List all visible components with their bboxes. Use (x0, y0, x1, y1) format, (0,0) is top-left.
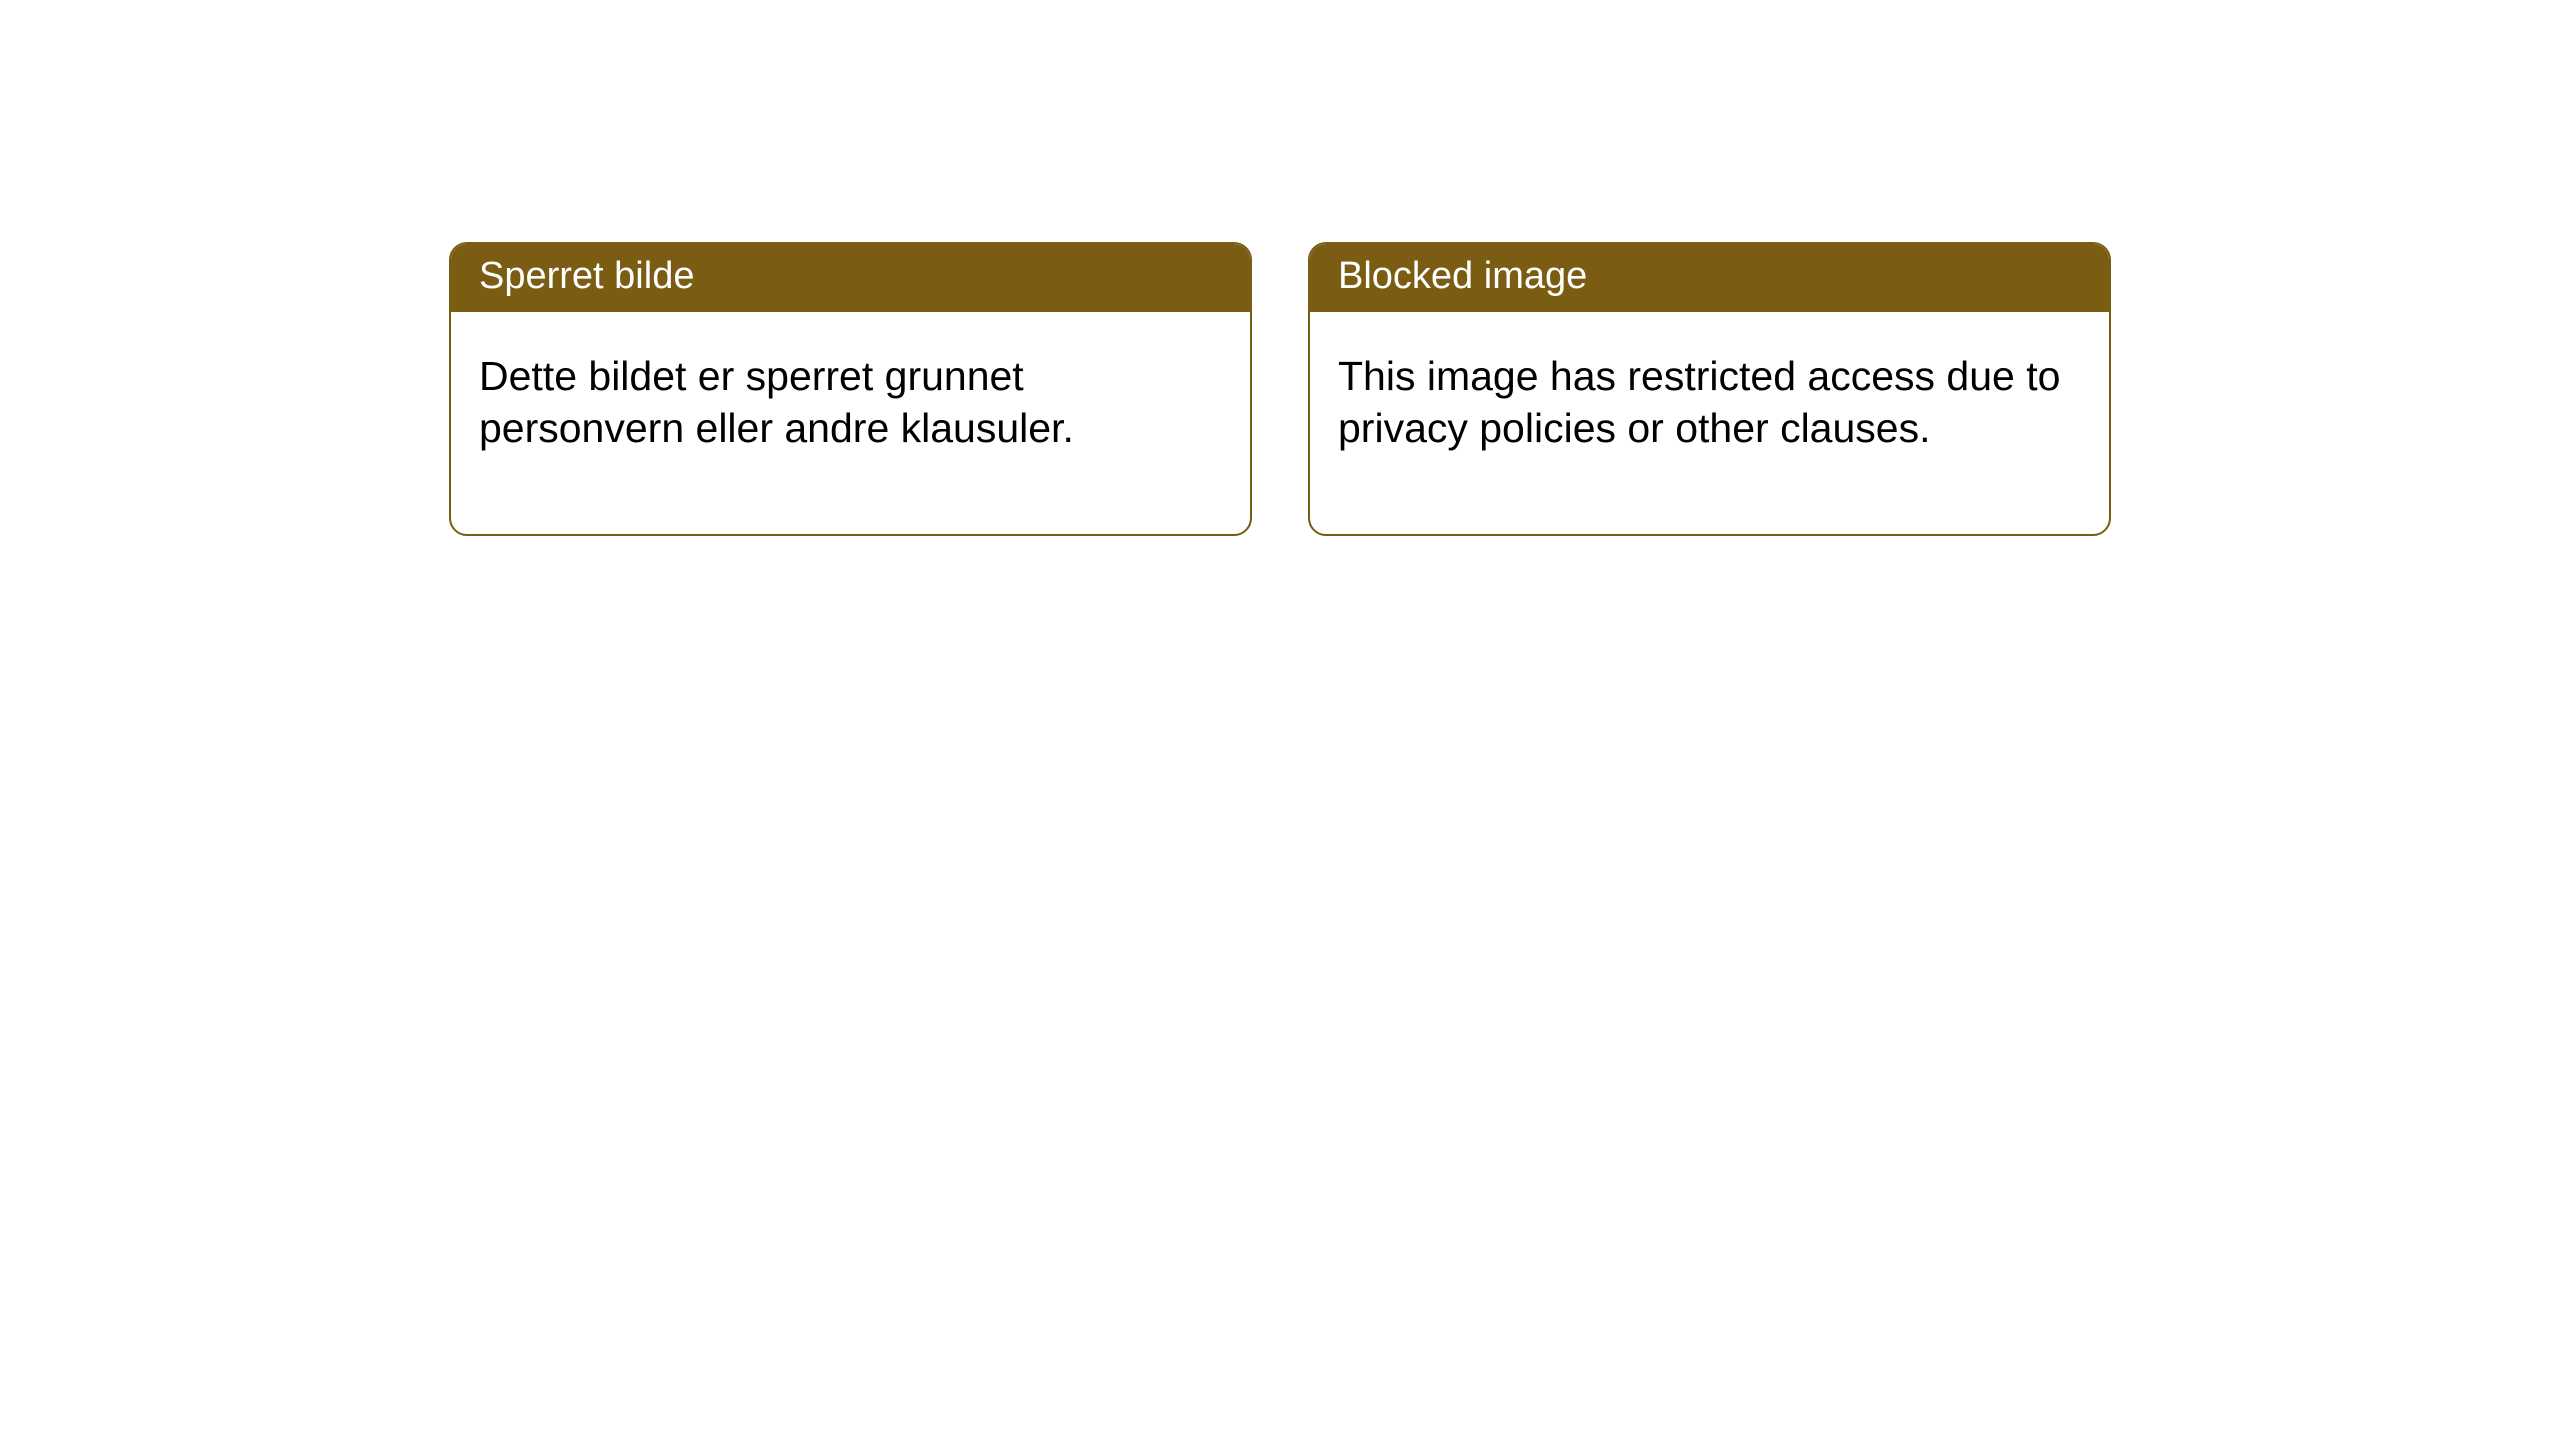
card-body-no: Dette bildet er sperret grunnet personve… (451, 312, 1250, 534)
card-title-no: Sperret bilde (479, 255, 694, 297)
info-cards-container: Sperret bilde Dette bildet er sperret gr… (0, 0, 2560, 536)
card-body-en: This image has restricted access due to … (1310, 312, 2109, 534)
card-title-en: Blocked image (1338, 255, 1587, 297)
card-header-no: Sperret bilde (451, 244, 1250, 312)
card-message-no: Dette bildet er sperret grunnet personve… (479, 353, 1074, 451)
blocked-image-card-no: Sperret bilde Dette bildet er sperret gr… (449, 242, 1252, 536)
blocked-image-card-en: Blocked image This image has restricted … (1308, 242, 2111, 536)
card-message-en: This image has restricted access due to … (1338, 353, 2060, 451)
card-header-en: Blocked image (1310, 244, 2109, 312)
